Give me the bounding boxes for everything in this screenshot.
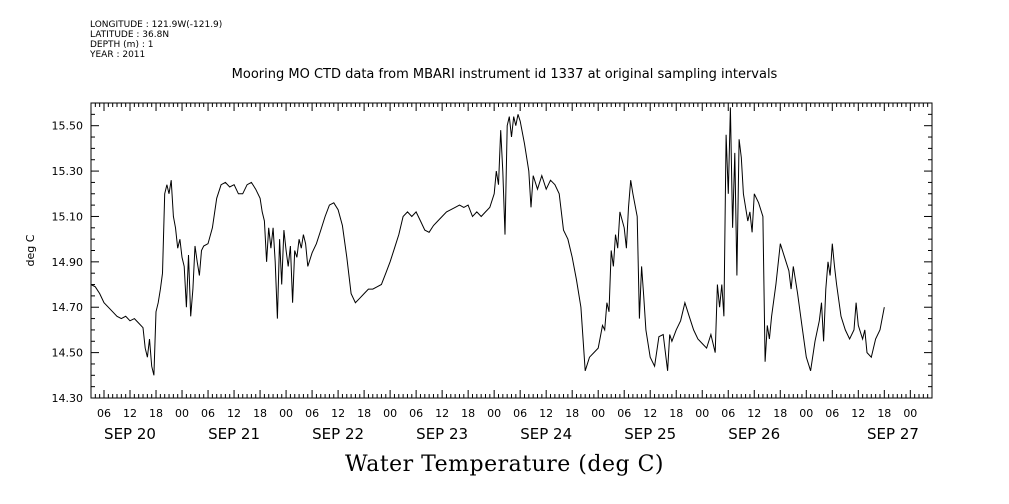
x-day-label: SEP 26 — [728, 425, 780, 443]
y-axis: 14.30 14.50 14.70 14.90 15.10 15.30 15.50 — [52, 102, 932, 405]
latitude-text: LATITUDE : 36.8N — [90, 30, 170, 40]
x-hour-label: 18 — [253, 407, 267, 420]
x-day-label: SEP 22 — [312, 425, 364, 443]
x-day-label: SEP 21 — [208, 425, 260, 443]
x-hour-label: 18 — [877, 407, 891, 420]
x-hour-label: 06 — [305, 407, 319, 420]
x-hour-label: 12 — [539, 407, 553, 420]
main-title: Water Temperature (deg C) — [345, 452, 664, 477]
x-hour-label: 18 — [565, 407, 579, 420]
x-hour-label: 12 — [643, 407, 657, 420]
metadata-block: LONGITUDE : 121.9W(-121.9) LATITUDE : 36… — [90, 20, 222, 60]
x-axis: 06 12 18 00 06 12 18 00 06 12 18 00 06 12 18 00 06 12 18 00… — [90, 103, 933, 443]
x-hour-label: 00 — [383, 407, 397, 420]
x-hour-label: 00 — [175, 407, 189, 420]
x-hour-label: 12 — [227, 407, 241, 420]
x-hour-label: 00 — [695, 407, 709, 420]
x-day-label: SEP 24 — [520, 425, 572, 443]
y-tick-label: 14.30 — [52, 392, 84, 405]
y-axis-label: deg C — [24, 234, 37, 266]
y-tick-label: 15.50 — [52, 120, 84, 133]
depth-text: DEPTH (m) : 1 — [90, 40, 154, 50]
x-hour-label: 06 — [97, 407, 111, 420]
x-day-label: SEP 27 — [867, 425, 919, 443]
x-hour-label: 00 — [799, 407, 813, 420]
chart-title: Mooring MO CTD data from MBARI instrumen… — [231, 67, 778, 82]
x-day-label: SEP 20 — [104, 425, 156, 443]
x-hour-label: 18 — [357, 407, 371, 420]
year-text: YEAR : 2011 — [90, 50, 146, 60]
x-hour-label: 00 — [487, 407, 501, 420]
longitude-text: LONGITUDE : 121.9W(-121.9) — [90, 20, 223, 30]
x-day-label: SEP 25 — [624, 425, 676, 443]
x-hour-label: 12 — [123, 407, 137, 420]
x-hour-label: 12 — [331, 407, 345, 420]
x-hour-label: 06 — [409, 407, 423, 420]
x-hour-label: 00 — [903, 407, 917, 420]
x-hour-label: 00 — [279, 407, 293, 420]
x-hour-label: 18 — [773, 407, 787, 420]
y-tick-label: 15.30 — [52, 165, 84, 178]
x-hour-label: 06 — [617, 407, 631, 420]
temperature-series-line — [90, 107, 885, 376]
x-hour-label: 06 — [201, 407, 215, 420]
x-hour-label: 06 — [825, 407, 839, 420]
y-tick-label: 14.70 — [52, 301, 84, 314]
x-hour-label: 18 — [461, 407, 475, 420]
x-hour-label: 00 — [591, 407, 605, 420]
x-hour-label: 12 — [747, 407, 761, 420]
x-hour-label: 12 — [435, 407, 449, 420]
x-hour-label: 18 — [669, 407, 683, 420]
x-hour-label: 12 — [851, 407, 865, 420]
y-tick-label: 14.50 — [52, 347, 84, 360]
y-tick-label: 14.90 — [52, 256, 84, 269]
x-hour-label: 18 — [149, 407, 163, 420]
x-hour-label: 06 — [721, 407, 735, 420]
y-tick-label: 15.10 — [52, 210, 84, 223]
x-day-label: SEP 23 — [416, 425, 468, 443]
x-hour-label: 06 — [513, 407, 527, 420]
